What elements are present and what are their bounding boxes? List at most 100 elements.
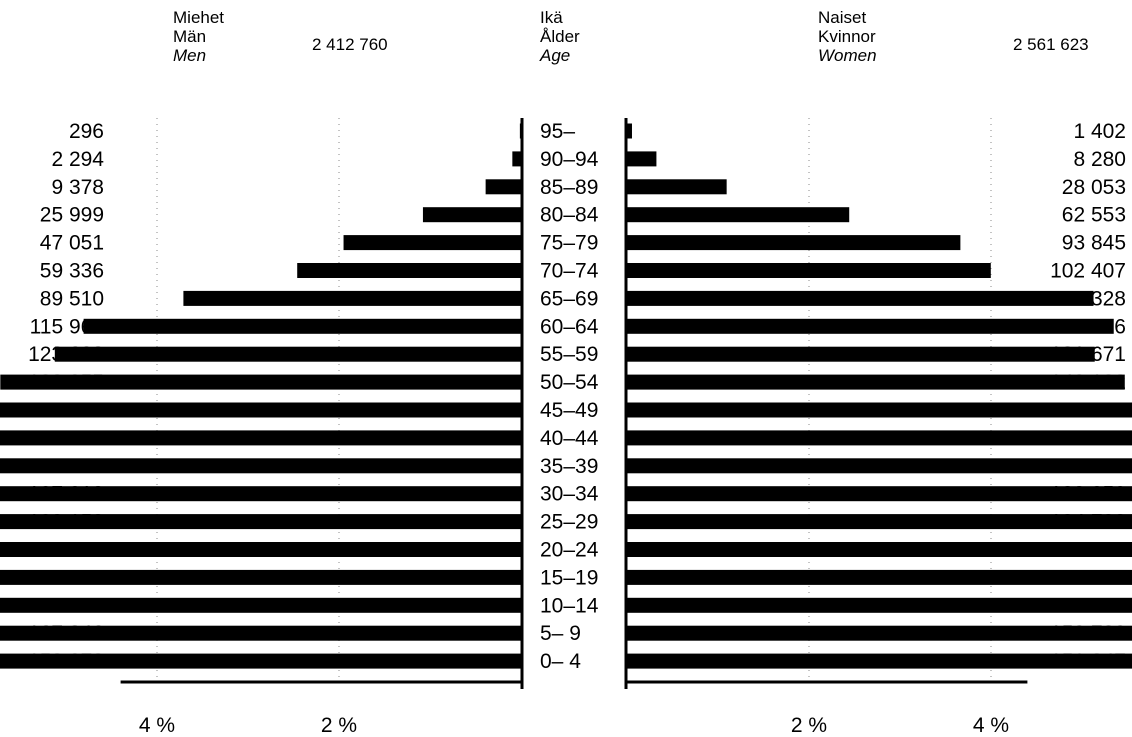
- age-group-label: 80–84: [540, 204, 599, 227]
- age-group-label: 5– 9: [540, 622, 581, 645]
- age-group-label: 0– 4: [540, 650, 581, 673]
- bar-men: [519, 123, 521, 139]
- age-group-label: 75–79: [540, 232, 598, 255]
- men-value-label: 9 378: [51, 176, 104, 199]
- bar-women: [627, 374, 1125, 390]
- men-label-sv: Män: [173, 27, 207, 46]
- age-group-label: 60–64: [540, 315, 599, 338]
- age-group-label: 70–74: [540, 260, 599, 283]
- age-label-sv: Ålder: [540, 27, 580, 46]
- tick-label-women: 2 %: [791, 714, 827, 737]
- bar-men: [0, 430, 521, 446]
- men-value-label: 197 918: [28, 483, 104, 506]
- bar-men: [0, 374, 521, 390]
- bar-women: [627, 179, 727, 195]
- bar-women: [627, 653, 1132, 669]
- women-value-label: 102 407: [1050, 260, 1126, 283]
- women-value-label: 173 374: [1050, 539, 1126, 562]
- men-value-label: 2 294: [51, 148, 104, 171]
- women-value-label: 147 356: [1050, 566, 1126, 589]
- women-value-label: 140 122: [1050, 371, 1126, 394]
- bar-men: [297, 263, 521, 278]
- men-value-label: 296: [69, 120, 104, 143]
- men-value-label: 123 603: [28, 343, 104, 366]
- age-group-label: 85–89: [540, 176, 598, 199]
- bar-men: [512, 151, 521, 167]
- men-value-label: 138 055: [28, 371, 104, 394]
- men-value-label: 115 967: [30, 315, 104, 338]
- age-label-fi: Ikä: [540, 8, 563, 27]
- bar-men: [0, 458, 521, 474]
- bar-men: [0, 569, 521, 585]
- age-group-label: 50–54: [540, 371, 599, 394]
- bar-women: [627, 151, 657, 167]
- age-header: Ikä Ålder Age: [540, 8, 580, 65]
- men-value-label: 209 916: [28, 455, 104, 478]
- age-label-en: Age: [540, 46, 571, 65]
- men-value-label: 47 051: [40, 232, 104, 255]
- bar-women: [627, 430, 1132, 446]
- women-value-label: 151 347: [1050, 650, 1126, 673]
- bar-women: [627, 318, 1114, 334]
- men-value-label: 166 516: [28, 594, 104, 617]
- men-value-label: 89 510: [40, 287, 104, 310]
- women-value-label: 137 016: [1050, 315, 1126, 338]
- women-value-label: 131 328: [1050, 287, 1126, 310]
- bar-women: [627, 597, 1132, 613]
- women-total: 2 561 623: [1013, 35, 1089, 54]
- women-value-label: 28 053: [1062, 176, 1126, 199]
- women-value-label: 62 553: [1062, 204, 1126, 227]
- bar-men: [422, 207, 521, 223]
- men-total: 2 412 760: [312, 35, 388, 54]
- age-group-label: 30–34: [540, 483, 599, 506]
- women-value-label: 93 845: [1062, 232, 1126, 255]
- age-group-label: 40–44: [540, 427, 599, 450]
- bar-women: [627, 569, 1132, 585]
- bar-women: [627, 207, 850, 223]
- age-group-label: 90–94: [540, 148, 599, 171]
- tick-label-men: 4 %: [139, 714, 175, 737]
- women-value-label: 159 259: [1050, 594, 1126, 617]
- bar-men: [183, 290, 521, 306]
- women-value-label: 212 574: [1050, 427, 1126, 450]
- men-value-label: 150 596: [28, 399, 104, 422]
- women-label-sv: Kvinnor: [818, 27, 876, 46]
- age-group-label: 20–24: [540, 539, 599, 562]
- age-group-label: 35–39: [540, 455, 598, 478]
- men-value-label: 193 158: [28, 511, 104, 534]
- bar-women: [627, 123, 632, 139]
- women-value-label: 8 280: [1073, 148, 1126, 171]
- bar-women: [627, 290, 1094, 306]
- women-value-label: 131 671: [1050, 343, 1126, 366]
- bar-men: [0, 542, 522, 557]
- age-group-label: 65–69: [540, 287, 598, 310]
- tick-label-women: 4 %: [973, 714, 1009, 737]
- bar-men: [54, 346, 521, 362]
- men-value-label: 158 072: [28, 650, 104, 673]
- bar-women: [627, 402, 1132, 418]
- bar-women: [627, 263, 991, 278]
- men-value-label: 167 346: [28, 622, 104, 645]
- bar-men: [0, 653, 521, 669]
- men-value-label: 180 017: [28, 539, 104, 562]
- women-label-fi: Naiset: [818, 8, 867, 27]
- bar-men: [0, 597, 521, 613]
- women-label-en: Women: [818, 46, 877, 65]
- bar-women: [627, 625, 1132, 641]
- men-value-label: 153 928: [28, 566, 104, 589]
- men-label-fi: Miehet: [173, 8, 225, 27]
- women-value-label: 147 317: [1050, 399, 1126, 422]
- bar-women: [627, 346, 1095, 362]
- bar-men: [343, 235, 521, 251]
- women-value-label: 188 959: [1050, 483, 1126, 506]
- bar-women: [627, 458, 1132, 474]
- age-group-label: 95–: [540, 120, 575, 143]
- bar-women: [627, 486, 1132, 502]
- men-header: Miehet Män Men: [173, 8, 224, 65]
- men-value-label: 223 804: [28, 427, 104, 450]
- men-value-label: 59 336: [40, 260, 104, 283]
- men-value-label: 25 999: [40, 204, 104, 227]
- bar-women: [627, 235, 961, 251]
- women-header: Naiset Kvinnor Women: [818, 8, 877, 65]
